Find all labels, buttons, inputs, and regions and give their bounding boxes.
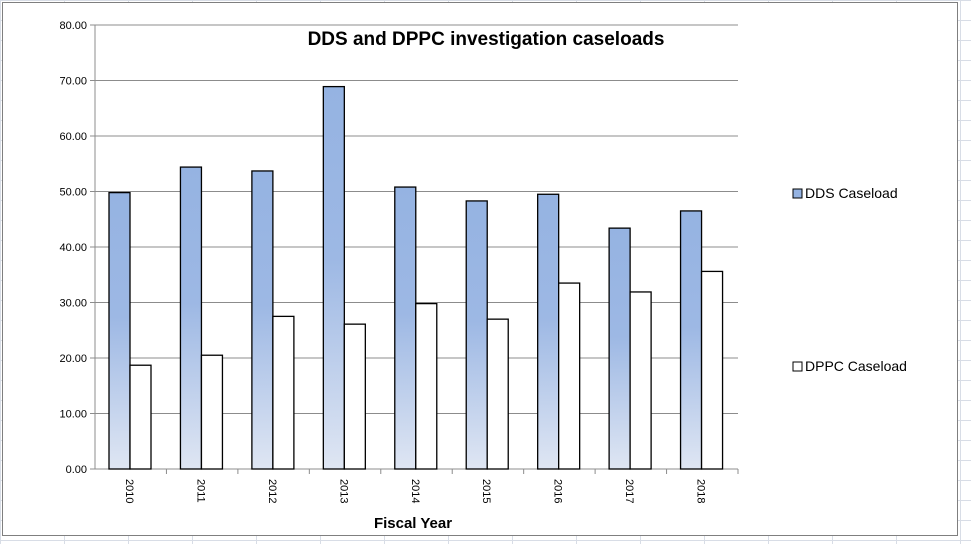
y-tick-label: 50.00 (59, 187, 87, 199)
x-tick-label: 2016 (552, 479, 564, 503)
chart-title: DDS and DPPC investigation caseloads (308, 29, 665, 50)
dppc-bar-2013[interactable] (343, 323, 366, 470)
dppc-bar-2011[interactable] (200, 354, 224, 470)
dppc-bar-2012[interactable] (272, 315, 295, 470)
x-axis-label: Fiscal Year (374, 515, 452, 532)
x-tick-label: 2012 (266, 479, 278, 503)
dds-bar-2012[interactable] (251, 170, 274, 470)
y-tick-label: 0.00 (66, 464, 87, 476)
dppc-bar-2014[interactable] (415, 302, 438, 470)
legend-swatch (792, 188, 803, 199)
y-tick-label: 40.00 (59, 242, 87, 254)
dds-bar-2014[interactable] (394, 186, 417, 470)
bar-chart: DDS and DPPC investigation caseloads Fis… (59, 20, 907, 532)
dds-bar-2011[interactable] (179, 166, 203, 470)
x-tick-label: 2017 (623, 479, 635, 503)
dds-bar-2010[interactable] (108, 191, 131, 470)
dppc-bar-2016[interactable] (558, 282, 581, 470)
dppc-bar-2010[interactable] (129, 364, 152, 470)
legend-label: DPPC Caseload (805, 358, 907, 374)
y-tick-label: 10.00 (59, 409, 87, 421)
dds-bar-2013[interactable] (322, 85, 345, 470)
chart-area[interactable]: DDS and DPPC investigation caseloads Fis… (2, 2, 958, 536)
dppc-bar-2018[interactable] (700, 270, 724, 470)
x-tick-label: 2014 (409, 479, 421, 503)
y-tick-label: 60.00 (59, 131, 87, 143)
dds-bar-2018[interactable] (679, 210, 703, 470)
dppc-bar-2017[interactable] (629, 291, 652, 470)
dds-bar-2016[interactable] (537, 193, 560, 470)
dppc-bar-2015[interactable] (486, 318, 509, 470)
x-tick-label: 2011 (194, 479, 206, 503)
y-tick-label: 30.00 (59, 298, 87, 310)
x-tick-label: 2015 (480, 479, 492, 503)
legend-label: DDS Caseload (805, 185, 898, 201)
y-tick-label: 20.00 (59, 353, 87, 365)
dds-bar-2015[interactable] (465, 200, 488, 470)
x-tick-label: 2018 (695, 479, 707, 503)
legend-swatch (792, 361, 803, 372)
x-tick-label: 2013 (337, 479, 349, 503)
y-tick-label: 70.00 (59, 76, 87, 88)
dds-bar-2017[interactable] (608, 227, 631, 470)
x-tick-label: 2010 (123, 479, 135, 503)
y-tick-label: 80.00 (59, 20, 87, 32)
